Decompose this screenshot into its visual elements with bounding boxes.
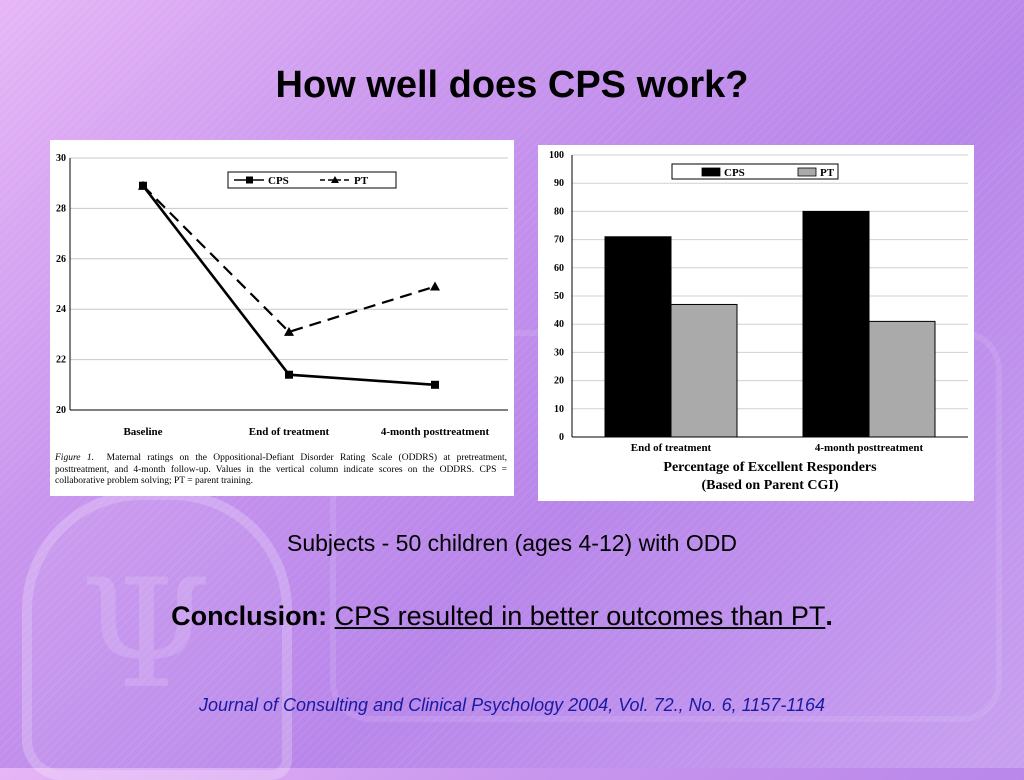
subjects-text: Subjects - 50 children (ages 4-12) with … — [287, 530, 737, 556]
conclusion-text: CPS resulted in better outcomes than PT — [334, 601, 826, 631]
point-pt-end-of-treatment — [284, 326, 294, 336]
bar-cps-end-of-treatment — [604, 236, 672, 438]
y-tick-label-0: 0 — [559, 432, 564, 443]
y-tick-label-20: 20 — [554, 376, 564, 387]
x-tick-label-end-of-treatment: End of treatment — [249, 426, 330, 438]
line-chart-panel: 20 22 24 26 28 30 Baseline End of treatment 4-mo… — [50, 140, 514, 496]
conclusion: Conclusion: CPS resulted in better outco… — [0, 601, 1004, 632]
y-tick-label-20: 20 — [56, 405, 66, 416]
chart-title-line1: Percentage of Excellent Responders — [663, 460, 877, 475]
y-tick-label-10: 10 — [554, 404, 564, 415]
point-cps-4-month-posttreatment — [431, 380, 439, 389]
figure-caption-text: Maternal ratings on the Oppositional-Def… — [55, 453, 507, 486]
legend-box — [227, 171, 397, 189]
legend-swatch-pt — [797, 167, 817, 177]
y-tick-label-24: 24 — [56, 304, 66, 315]
bar-pt-4-month-posttreatment — [868, 320, 936, 438]
y-tick-label-28: 28 — [56, 203, 66, 214]
psi-logo-icon: Ψ — [80, 548, 212, 722]
legend-label-pt: PT — [354, 175, 369, 187]
x-tick-label-4-month-posttreatment: 4-month posttreatment — [381, 426, 490, 438]
legend-label-cps: CPS — [268, 175, 289, 187]
point-pt-baseline — [138, 180, 148, 190]
bar-chart: 0 10 20 30 40 50 60 70 80 90 100 End of treatment 4-… — [549, 150, 968, 493]
conclusion-period: . — [825, 601, 833, 631]
y-tick-label-22: 22 — [56, 355, 66, 366]
legend-label-cps: CPS — [724, 167, 745, 179]
line-chart: 20 22 24 26 28 30 Baseline End of treatment 4-mo… — [56, 153, 508, 438]
x-tick-label-baseline: Baseline — [123, 426, 162, 438]
series-line-cps — [141, 184, 436, 387]
legend-marker-cps — [246, 176, 253, 184]
y-tick-label-70: 70 — [554, 235, 564, 246]
y-tick-label-50: 50 — [554, 291, 564, 302]
bar-pt-end-of-treatment — [670, 303, 738, 438]
y-tick-label-26: 26 — [56, 254, 66, 265]
slide-title: How well does CPS work? — [275, 64, 749, 106]
y-tick-label-40: 40 — [554, 319, 564, 330]
point-pt-4-month-posttreatment — [430, 281, 440, 291]
chart-title-line2: (Based on Parent CGI) — [701, 478, 838, 493]
bar-chart-panel: 0 10 20 30 40 50 60 70 80 90 100 End of treatment 4-… — [538, 145, 974, 501]
y-tick-label-80: 80 — [554, 206, 564, 217]
legend-swatch-cps — [701, 167, 721, 177]
conclusion-label: Conclusion: — [171, 601, 328, 631]
x-tick-label-end-of-treatment: End of treatment — [631, 442, 712, 454]
y-tick-label-30: 30 — [554, 347, 564, 358]
legend-marker-pt — [331, 176, 339, 183]
bar-cps-4-month-posttreatment — [802, 210, 870, 438]
y-tick-label-100: 100 — [549, 150, 564, 161]
figure-caption-label: Figure 1. — [55, 453, 94, 463]
citation: Journal of Consulting and Clinical Psych… — [198, 695, 826, 715]
series-line-pt — [142, 184, 436, 334]
y-tick-label-90: 90 — [554, 178, 564, 189]
x-tick-label-4-month-posttreatment: 4-month posttreatment — [815, 442, 924, 454]
y-tick-label-60: 60 — [554, 263, 564, 274]
y-tick-label-30: 30 — [56, 153, 66, 164]
point-cps-end-of-treatment — [285, 370, 293, 379]
figure-caption: Figure 1. Maternal ratings on the Opposi… — [55, 453, 507, 488]
legend-label-pt: PT — [820, 167, 835, 179]
